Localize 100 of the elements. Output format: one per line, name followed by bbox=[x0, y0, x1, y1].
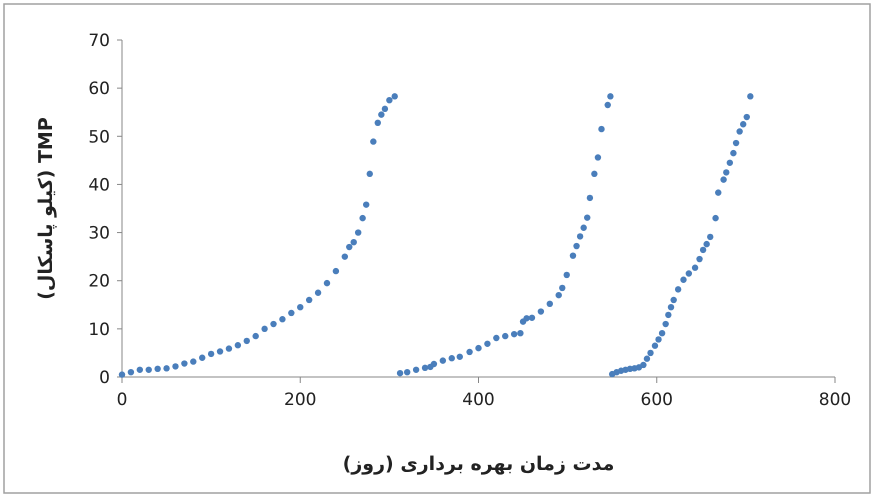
point bbox=[392, 93, 398, 100]
point bbox=[396, 370, 404, 376]
point bbox=[736, 128, 743, 135]
y-tick-label: 20 bbox=[88, 272, 110, 292]
point bbox=[370, 138, 377, 145]
point bbox=[354, 229, 362, 236]
x-tick-label: 800 bbox=[818, 390, 852, 410]
point bbox=[586, 194, 594, 202]
point bbox=[662, 320, 669, 328]
point bbox=[374, 120, 381, 126]
point bbox=[324, 280, 330, 286]
point bbox=[216, 348, 224, 355]
point bbox=[564, 272, 570, 278]
point bbox=[556, 292, 562, 298]
point bbox=[404, 368, 410, 376]
point bbox=[594, 154, 602, 161]
x-tick-label: 600 bbox=[640, 390, 673, 410]
y-tick-label: 0 bbox=[99, 368, 110, 388]
point bbox=[715, 189, 722, 196]
point bbox=[484, 340, 491, 347]
point bbox=[707, 234, 714, 240]
point bbox=[703, 240, 710, 248]
point bbox=[726, 160, 734, 166]
y-tick-label: 60 bbox=[88, 79, 110, 100]
point bbox=[146, 366, 152, 373]
point bbox=[523, 315, 530, 322]
point bbox=[448, 355, 455, 362]
point bbox=[712, 214, 719, 222]
point bbox=[655, 336, 662, 343]
point bbox=[412, 366, 420, 373]
point bbox=[332, 268, 340, 274]
point bbox=[573, 242, 580, 250]
point bbox=[466, 348, 473, 356]
x-tick-label: 200 bbox=[284, 390, 316, 410]
point bbox=[598, 126, 605, 132]
point bbox=[640, 362, 647, 368]
y-tick-label: 70 bbox=[88, 31, 110, 51]
point bbox=[475, 344, 482, 352]
point bbox=[128, 368, 134, 376]
point bbox=[680, 276, 687, 283]
y-tick-label: 50 bbox=[88, 127, 110, 148]
x-tick-label: 0 bbox=[116, 390, 128, 410]
point bbox=[190, 358, 196, 365]
point bbox=[528, 314, 536, 321]
point bbox=[163, 365, 170, 372]
y-tick-label: 30 bbox=[88, 224, 110, 244]
point bbox=[652, 342, 658, 349]
point bbox=[378, 111, 385, 118]
point bbox=[350, 239, 357, 246]
y-tick-label: 10 bbox=[88, 320, 110, 340]
point bbox=[570, 252, 576, 259]
point bbox=[244, 338, 250, 344]
point bbox=[430, 360, 438, 368]
point bbox=[644, 356, 650, 362]
point bbox=[665, 312, 672, 318]
point bbox=[261, 326, 268, 332]
point bbox=[502, 332, 508, 340]
point bbox=[208, 350, 214, 358]
point bbox=[346, 244, 352, 250]
point bbox=[686, 270, 692, 277]
point bbox=[342, 253, 348, 260]
point bbox=[172, 363, 179, 370]
x-axis-title: مدت زمان بهره برداری (روز) bbox=[342, 453, 614, 475]
point bbox=[306, 296, 312, 304]
point bbox=[591, 170, 598, 178]
point bbox=[297, 304, 304, 310]
point bbox=[607, 93, 614, 100]
point bbox=[288, 310, 295, 316]
point bbox=[252, 332, 259, 340]
point bbox=[226, 345, 232, 352]
point bbox=[279, 316, 286, 322]
point bbox=[696, 256, 703, 262]
point bbox=[584, 214, 590, 221]
point bbox=[136, 366, 144, 373]
point bbox=[546, 300, 553, 308]
point bbox=[732, 140, 740, 146]
point bbox=[199, 354, 206, 361]
point bbox=[730, 150, 737, 156]
point bbox=[517, 330, 524, 336]
point bbox=[510, 330, 518, 338]
point bbox=[559, 284, 566, 292]
point bbox=[740, 121, 746, 128]
point bbox=[700, 246, 706, 254]
point bbox=[493, 334, 500, 342]
point bbox=[576, 233, 584, 240]
point bbox=[422, 364, 428, 372]
point bbox=[538, 308, 544, 315]
y-tick-label: 40 bbox=[88, 175, 110, 196]
point bbox=[386, 96, 393, 104]
point bbox=[647, 350, 654, 356]
point bbox=[314, 290, 322, 296]
point bbox=[720, 176, 727, 183]
point bbox=[366, 170, 373, 178]
y-axis-title: TMP (کیلو پاسکال) bbox=[35, 117, 57, 300]
point bbox=[359, 214, 366, 222]
point bbox=[723, 169, 730, 176]
point bbox=[181, 360, 188, 367]
point bbox=[604, 102, 611, 108]
point bbox=[670, 296, 677, 304]
point bbox=[668, 304, 674, 310]
